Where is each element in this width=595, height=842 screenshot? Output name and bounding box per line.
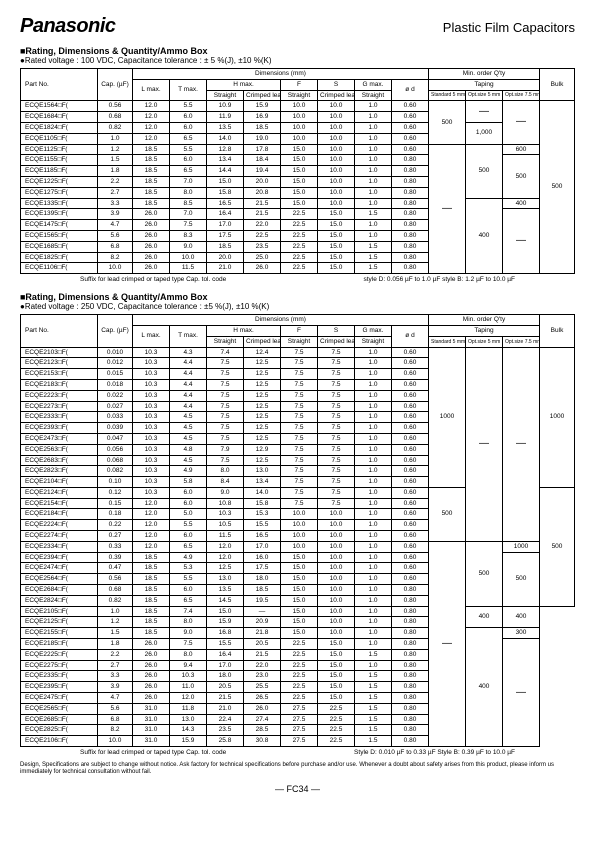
section1-title: ■Rating, Dimensions & Quantity/Ammo Box — [20, 46, 575, 56]
table-row: ECQE1125□F(1.218.55.512.817.815.010.01.0… — [21, 144, 575, 155]
table-row: ECQE2103□F(0.01010.34.37.412.47.57.51.00… — [21, 347, 575, 358]
page-number: — FC34 — — [20, 784, 575, 794]
page-header: Panasonic Plastic Film Capacitors — [20, 15, 575, 38]
footer-note: Design, Specifications are subject to ch… — [20, 762, 575, 776]
th-cap: Cap. (µF) — [98, 69, 133, 101]
section1-subtitle: ●Rated voltage : 100 VDC, Capacitance to… — [20, 56, 575, 65]
table-row: ECQE1335□F(3.318.58.516.521.515.010.01.0… — [21, 198, 575, 209]
table2-footnote: Suffix for lead crimped or taped type Ca… — [20, 749, 575, 756]
section2-subtitle: ●Rated voltage : 250 VDC, Capacitance to… — [20, 302, 575, 311]
table-row: ECQE1824□F(0.8212.06.013.518.510.010.01.… — [21, 122, 575, 133]
table-row: ECQE2334□F(0.3312.06.512.017.010.010.01.… — [21, 541, 575, 552]
table-row: ECQE1564□F(0.5612.05.510.915.910.010.01.… — [21, 101, 575, 112]
page-title: Plastic Film Capacitors — [443, 20, 575, 35]
th-bulk: Bulk — [540, 69, 575, 101]
table-row: ECQE2105□F(1.018.57.415.0—15.010.01.00.8… — [21, 606, 575, 617]
table-100vdc: Part No. Cap. (µF) Dimensions (mm) Min. … — [20, 68, 575, 274]
table-250vdc: Part No. Cap. (µF) Dimensions (mm) Min. … — [20, 314, 575, 747]
th-partno: Part No. — [21, 69, 98, 101]
section2-title: ■Rating, Dimensions & Quantity/Ammo Box — [20, 292, 575, 302]
table-row: ECQE2155□F(1.518.59.016.821.815.010.01.0… — [21, 628, 575, 639]
table1-footnote: Suffix for lead crimped or taped type Ca… — [20, 276, 575, 283]
th-minorder: Min. order Q'ty — [429, 69, 540, 80]
th-dims: Dimensions (mm) — [133, 69, 429, 80]
brand-logo: Panasonic — [20, 15, 116, 38]
